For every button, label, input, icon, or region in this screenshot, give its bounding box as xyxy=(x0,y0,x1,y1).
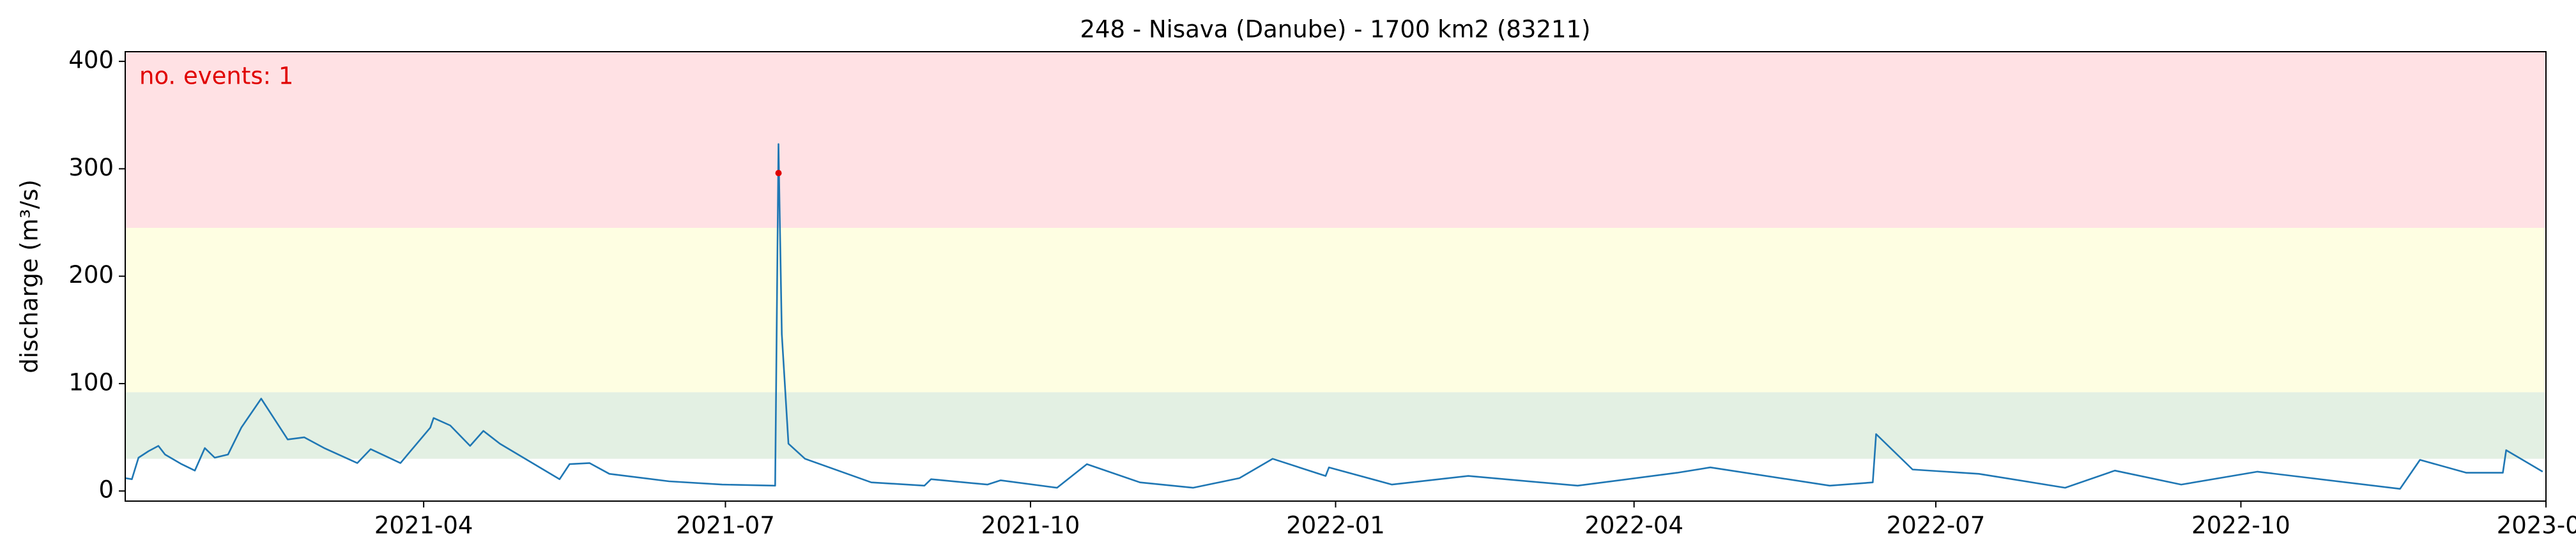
x-tick-label: 2021-04 xyxy=(374,512,473,539)
x-tick-label: 2021-07 xyxy=(676,512,775,539)
y-axis-label: discharge (m³/s) xyxy=(16,179,43,373)
threshold-band xyxy=(125,392,2546,459)
y-tick-label: 400 xyxy=(68,47,114,74)
x-tick-label: 2022-04 xyxy=(1584,512,1683,539)
y-tick-label: 300 xyxy=(68,154,114,181)
threshold-band xyxy=(125,227,2546,393)
y-tick-label: 0 xyxy=(98,476,114,504)
x-tick-label: 2023-01 xyxy=(2497,512,2576,539)
plot-frame xyxy=(125,51,2547,502)
event-count: no. events: 1 xyxy=(139,63,293,90)
y-tick-label: 100 xyxy=(68,368,114,396)
threshold-band xyxy=(125,52,2546,228)
x-tick-label: 2022-07 xyxy=(1887,512,1986,539)
chart-title: 248 - Nisava (Danube) - 1700 km2 (83211) xyxy=(1080,16,1590,43)
y-tick-label: 200 xyxy=(68,261,114,289)
x-tick-label: 2022-01 xyxy=(1286,512,1385,539)
x-tick-label: 2021-10 xyxy=(981,512,1080,539)
x-tick-label: 2022-10 xyxy=(2191,512,2290,539)
event-marker xyxy=(775,170,782,177)
discharge-line xyxy=(125,143,2543,490)
